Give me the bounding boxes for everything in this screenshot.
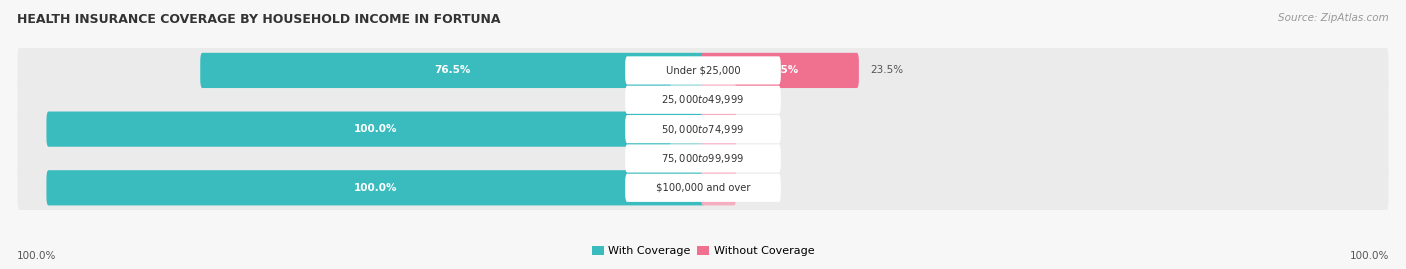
FancyBboxPatch shape <box>702 170 737 206</box>
FancyBboxPatch shape <box>702 53 859 88</box>
Text: 100.0%: 100.0% <box>354 183 398 193</box>
Text: $25,000 to $49,999: $25,000 to $49,999 <box>661 93 745 106</box>
Text: 23.5%: 23.5% <box>762 65 799 75</box>
FancyBboxPatch shape <box>669 141 704 176</box>
FancyBboxPatch shape <box>200 53 704 88</box>
Text: 0.0%: 0.0% <box>636 154 662 164</box>
Text: 0.0%: 0.0% <box>744 154 770 164</box>
Text: $100,000 and over: $100,000 and over <box>655 183 751 193</box>
Text: 23.5%: 23.5% <box>870 65 904 75</box>
FancyBboxPatch shape <box>17 75 1389 125</box>
Text: 0.0%: 0.0% <box>744 183 770 193</box>
FancyBboxPatch shape <box>17 104 1389 154</box>
FancyBboxPatch shape <box>17 163 1389 213</box>
Text: 76.5%: 76.5% <box>434 65 471 75</box>
FancyBboxPatch shape <box>626 86 780 114</box>
Text: $50,000 to $74,999: $50,000 to $74,999 <box>661 123 745 136</box>
FancyBboxPatch shape <box>702 141 737 176</box>
Text: 0.0%: 0.0% <box>636 95 662 105</box>
FancyBboxPatch shape <box>46 170 704 206</box>
FancyBboxPatch shape <box>626 144 780 172</box>
Text: 100.0%: 100.0% <box>1350 251 1389 261</box>
FancyBboxPatch shape <box>17 133 1389 183</box>
FancyBboxPatch shape <box>46 112 704 147</box>
Legend: With Coverage, Without Coverage: With Coverage, Without Coverage <box>588 241 818 261</box>
FancyBboxPatch shape <box>702 82 737 117</box>
Text: 0.0%: 0.0% <box>744 124 770 134</box>
Text: Under $25,000: Under $25,000 <box>665 65 741 75</box>
Text: $75,000 to $99,999: $75,000 to $99,999 <box>661 152 745 165</box>
FancyBboxPatch shape <box>702 112 737 147</box>
Text: 100.0%: 100.0% <box>17 251 56 261</box>
FancyBboxPatch shape <box>626 115 780 143</box>
FancyBboxPatch shape <box>626 56 780 84</box>
FancyBboxPatch shape <box>626 174 780 202</box>
Text: HEALTH INSURANCE COVERAGE BY HOUSEHOLD INCOME IN FORTUNA: HEALTH INSURANCE COVERAGE BY HOUSEHOLD I… <box>17 13 501 26</box>
FancyBboxPatch shape <box>669 82 704 117</box>
FancyBboxPatch shape <box>17 45 1389 95</box>
Text: 100.0%: 100.0% <box>354 124 398 134</box>
Text: 0.0%: 0.0% <box>744 95 770 105</box>
Text: Source: ZipAtlas.com: Source: ZipAtlas.com <box>1278 13 1389 23</box>
